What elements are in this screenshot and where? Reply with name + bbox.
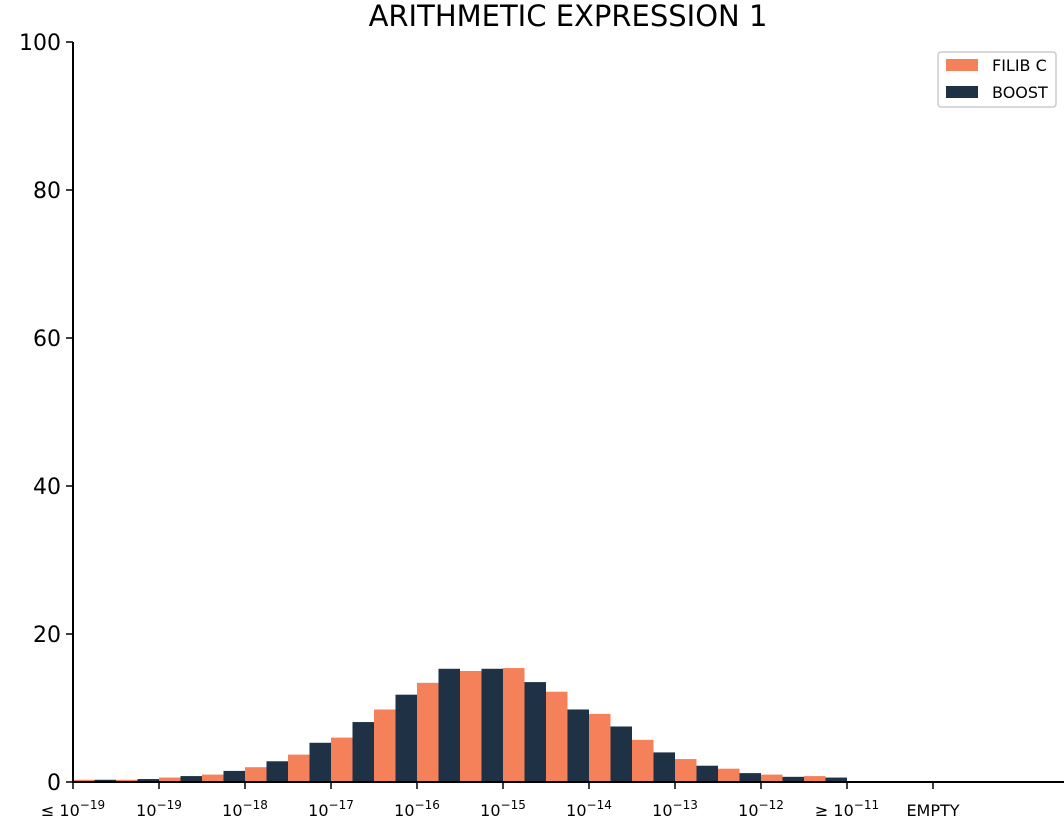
bar-filib-c-7 — [374, 709, 396, 782]
bar-boost-15 — [739, 773, 761, 782]
legend-swatch-0 — [946, 59, 978, 71]
bar-filib-c-8 — [417, 682, 439, 782]
bar-boost-16 — [782, 776, 804, 782]
bar-filib-c-13 — [632, 739, 654, 782]
bar-filib-c-4 — [245, 767, 267, 782]
bar-boost-14 — [696, 765, 718, 782]
bars-group — [73, 668, 847, 782]
bar-filib-c-17 — [804, 776, 826, 782]
bar-filib-c-1 — [116, 779, 138, 782]
x-ticks-group: ≤ 10−19 10−19 10−18 10−17 10−16 10−15 10−14 10−… — [41, 782, 960, 820]
bar-boost-12 — [610, 726, 632, 782]
x-tick-label: ≥ 10−11 — [815, 798, 879, 820]
y-tick-label: 20 — [33, 623, 61, 648]
bar-boost-1 — [137, 779, 159, 782]
y-tick-label: 40 — [33, 475, 61, 500]
legend-swatch-1 — [946, 86, 978, 98]
bar-boost-17 — [825, 777, 847, 782]
bar-filib-c-14 — [675, 759, 697, 782]
bar-boost-6 — [352, 722, 374, 782]
bar-boost-2 — [180, 776, 202, 782]
bar-filib-c-2 — [159, 777, 181, 782]
y-ticks-group: 0 20 40 60 80 100 — [19, 31, 73, 796]
x-tick-label: ≤ 10−19 — [41, 798, 105, 820]
legend-label-0: FILIB C — [992, 56, 1047, 75]
bar-filib-c-15 — [718, 768, 740, 782]
bar-boost-0 — [94, 779, 116, 782]
bar-filib-c-16 — [761, 774, 783, 782]
x-tick-label: 10−15 — [480, 798, 526, 820]
x-tick-label: EMPTY — [906, 801, 959, 820]
x-tick-label: 10−12 — [738, 798, 784, 820]
bar-filib-c-11 — [546, 691, 568, 782]
bar-filib-c-12 — [589, 713, 611, 782]
x-tick-label: 10−18 — [222, 798, 268, 820]
x-tick-label: 10−16 — [394, 798, 440, 820]
y-tick-label: 60 — [33, 327, 61, 352]
bar-boost-8 — [438, 668, 460, 782]
bar-boost-11 — [567, 709, 589, 782]
bar-filib-c-10 — [503, 668, 525, 782]
x-tick-label: 10−19 — [136, 798, 182, 820]
bar-boost-4 — [266, 761, 288, 782]
x-tick-label: 10−14 — [566, 798, 612, 820]
y-tick-label: 100 — [19, 31, 61, 56]
bar-boost-7 — [395, 694, 417, 782]
bar-filib-c-6 — [331, 737, 353, 782]
bar-boost-9 — [481, 668, 503, 782]
bar-filib-c-0 — [73, 779, 95, 782]
bar-filib-c-3 — [202, 774, 224, 782]
bar-filib-c-5 — [288, 754, 310, 782]
bar-boost-5 — [309, 742, 331, 782]
y-tick-label: 0 — [47, 771, 61, 796]
bar-filib-c-9 — [460, 671, 482, 782]
legend-label-1: BOOST — [992, 83, 1048, 102]
y-tick-label: 80 — [33, 179, 61, 204]
x-tick-label: 10−17 — [308, 798, 354, 820]
legend: FILIB C BOOST — [937, 51, 1057, 108]
chart-title: ARITHMETIC EXPRESSION 1 — [369, 0, 768, 33]
bar-boost-10 — [524, 682, 546, 782]
bar-boost-13 — [653, 752, 675, 782]
bar-boost-3 — [223, 770, 245, 782]
x-tick-label: 10−13 — [652, 798, 698, 820]
